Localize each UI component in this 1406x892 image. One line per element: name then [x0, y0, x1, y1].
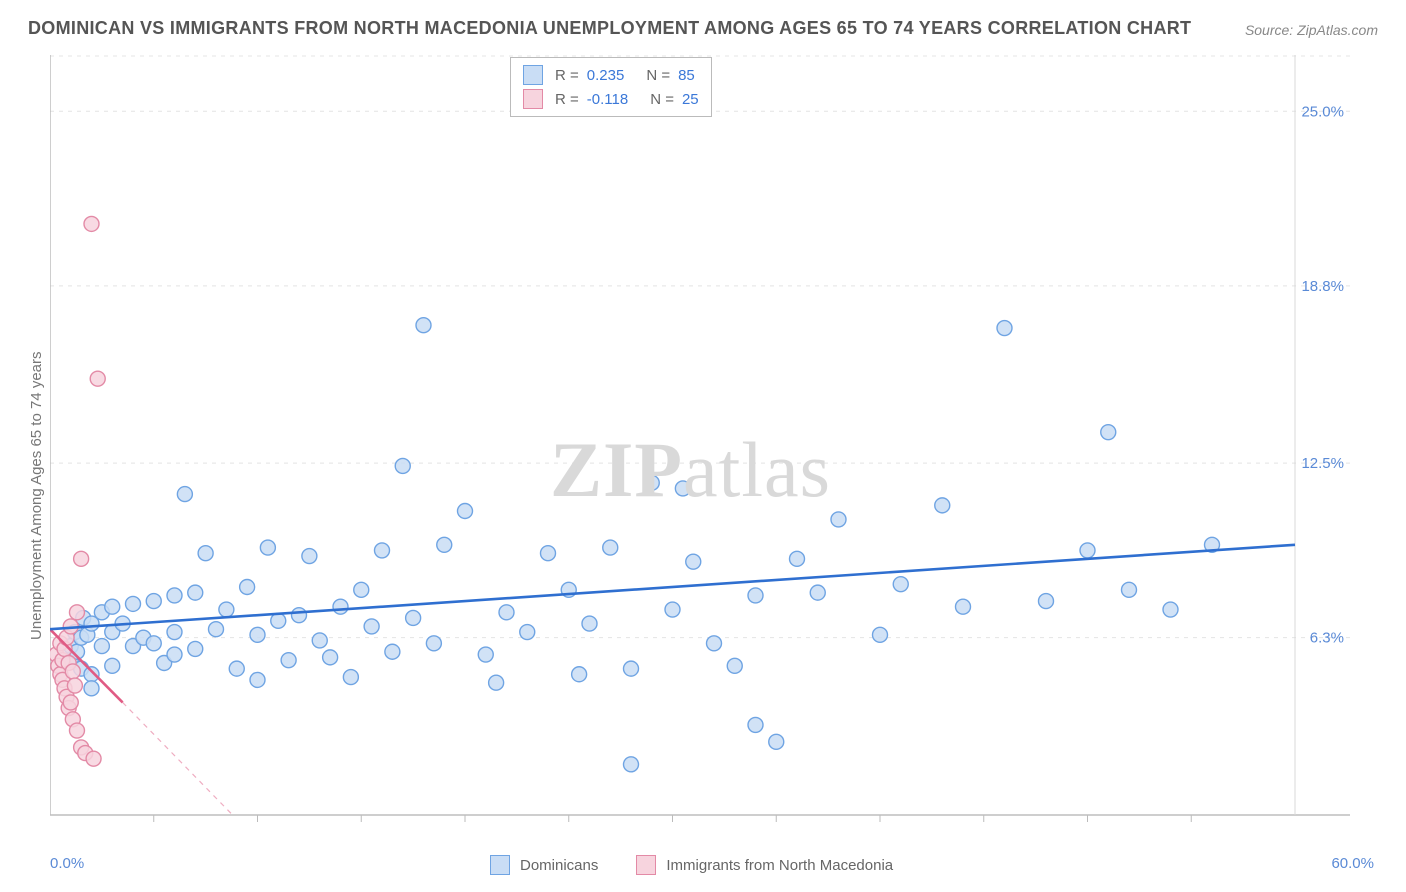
svg-text:6.3%: 6.3% [1310, 630, 1344, 647]
chart-title: DOMINICAN VS IMMIGRANTS FROM NORTH MACED… [28, 18, 1191, 39]
n-label: N = [650, 91, 674, 108]
x-max-label: 60.0% [1331, 855, 1374, 872]
source-label: Source: ZipAtlas.com [1245, 22, 1378, 38]
legend-row-1: R = 0.235 N = 85 [523, 63, 699, 87]
svg-text:25.0%: 25.0% [1301, 103, 1344, 120]
legend-swatch-macedonia [636, 855, 656, 875]
n-label: N = [646, 67, 670, 84]
chart-area: 6.3% 12.5% 18.8% 25.0% R = 0.235 N = 85 R =… [50, 55, 1350, 830]
legend-swatch-blue [523, 65, 543, 85]
legend-row-2: R = -0.118 N = 25 [523, 87, 699, 111]
y-axis-label: Unemployment Among Ages 65 to 74 years [28, 351, 45, 640]
r-value-1: 0.235 [587, 67, 625, 84]
r-label: R = [555, 91, 579, 108]
x-min-label: 0.0% [50, 855, 84, 872]
correlation-legend: R = 0.235 N = 85 R = -0.118 N = 25 [510, 57, 712, 117]
r-label: R = [555, 67, 579, 84]
r-value-2: -0.118 [587, 91, 628, 108]
legend-label-macedonia: Immigrants from North Macedonia [666, 857, 893, 874]
legend-label-dominicans: Dominicans [520, 857, 598, 874]
legend-swatch-dominicans [490, 855, 510, 875]
series-legend: Dominicans Immigrants from North Macedon… [490, 855, 893, 875]
svg-text:12.5%: 12.5% [1301, 455, 1344, 472]
svg-text:18.8%: 18.8% [1301, 278, 1344, 295]
scatter-chart: 6.3% 12.5% 18.8% 25.0% [50, 55, 1350, 830]
n-value-2: 25 [682, 91, 699, 108]
n-value-1: 85 [678, 67, 695, 84]
legend-swatch-pink [523, 89, 543, 109]
